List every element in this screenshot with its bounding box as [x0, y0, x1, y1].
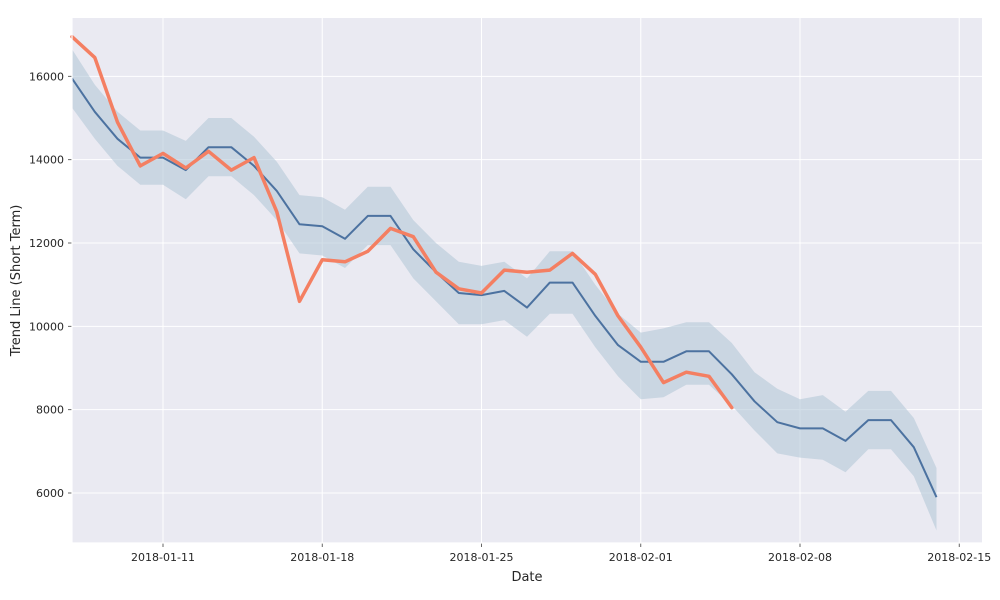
tick-label-x: 2018-02-15 [927, 551, 991, 564]
chart-container: { "chart": { "type": "line_with_band", "… [0, 0, 1000, 600]
y-axis-label: Trend Line (Short Term) [9, 205, 24, 358]
tick-label-x: 2018-01-25 [450, 551, 514, 564]
tick-label-y: 10000 [29, 320, 64, 333]
tick-label-y: 8000 [36, 404, 64, 417]
tick-label-x: 2018-01-11 [131, 551, 195, 564]
tick-label-y: 16000 [29, 70, 64, 83]
x-axis-label: Date [511, 570, 542, 585]
tick-label-y: 14000 [29, 154, 64, 167]
tick-label-y: 12000 [29, 237, 64, 250]
chart-svg: 6000 8000 10000 12000 14000 16000 2018-01-11 20… [0, 0, 1000, 600]
tick-label-x: 2018-01-18 [290, 551, 354, 564]
tick-label-x: 2018-02-08 [768, 551, 832, 564]
tick-label-y: 6000 [36, 487, 64, 500]
tick-label-x: 2018-02-01 [609, 551, 673, 564]
